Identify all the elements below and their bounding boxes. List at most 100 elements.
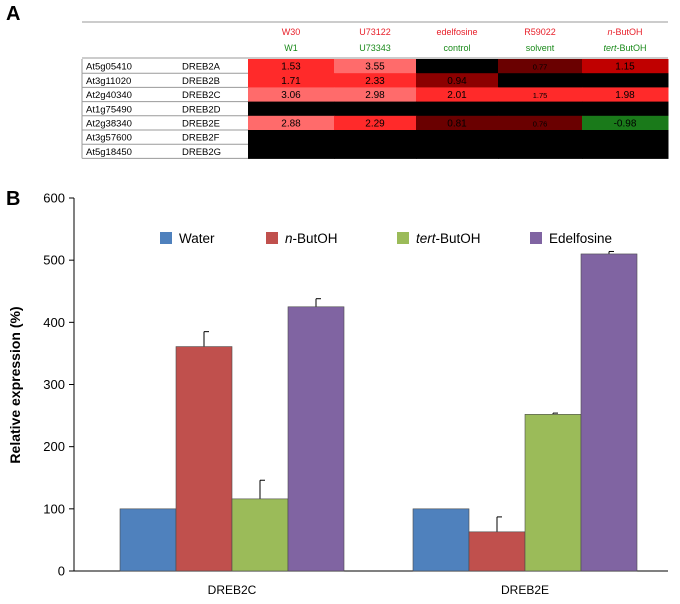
heatmap-cell	[498, 115, 583, 131]
locus-id: At1g75490	[86, 104, 132, 115]
heatmap-cell	[334, 130, 417, 145]
text-segment: -ButOH	[613, 27, 643, 37]
heatmap-cell	[498, 144, 583, 159]
heatmap-cell	[416, 59, 499, 74]
header-reference: W1	[284, 43, 298, 53]
bar-chart: Relative expression (%) 0 100 200 300 400 500…	[7, 191, 668, 597]
legend: Water n-ButOH tert-ButOH Edelfosine	[160, 231, 612, 246]
text-segment: solvent	[526, 43, 555, 53]
bar	[175, 346, 233, 572]
bar	[580, 253, 638, 572]
heatmap-cell	[416, 130, 499, 145]
gene-name: DREB2G	[182, 147, 221, 158]
bar	[468, 531, 526, 572]
heatmap-cell	[416, 101, 499, 117]
text-segment: n	[607, 27, 612, 37]
heatmap-cell	[582, 73, 669, 88]
heatmap-cell	[334, 144, 417, 159]
header-reference: U73343	[359, 43, 391, 53]
cell-value: -0.98	[614, 119, 637, 130]
heatmap-cell	[498, 130, 583, 145]
heatmap-cell	[334, 101, 417, 117]
heatmap-cell	[582, 130, 669, 145]
heatmap-cell	[334, 73, 417, 88]
heatmap-cell	[416, 115, 499, 131]
y-tick-label: 300	[43, 377, 65, 392]
heatmap-cell	[248, 115, 335, 131]
text-segment: W1	[284, 43, 298, 53]
heatmap-cell	[498, 101, 583, 117]
panel-b-letter: B	[6, 188, 20, 210]
text-segment: -ButOH	[293, 231, 338, 246]
cell-value: 0.81	[447, 119, 467, 130]
locus-id: At2g38340	[86, 119, 132, 130]
gene-name: DREB2E	[182, 119, 220, 130]
cell-value: 1.98	[615, 90, 635, 101]
y-tick-label: 600	[43, 191, 65, 206]
bar	[412, 508, 470, 572]
text-segment: U73122	[359, 27, 391, 37]
heatmap-cell	[582, 59, 669, 74]
locus-id: At5g18450	[86, 147, 132, 158]
text-segment: W30	[282, 27, 301, 37]
table-row: At5g18450 DREB2G	[81, 144, 669, 159]
heatmap-cell	[498, 87, 583, 103]
header-treatment: W30	[282, 27, 301, 37]
legend-swatch	[160, 232, 172, 244]
locus-id: At2g40340	[86, 90, 132, 101]
cell-value: 3.55	[365, 62, 385, 73]
header-treatment: n-ButOH	[607, 27, 642, 37]
heatmap-cell	[416, 87, 499, 103]
cell-value: 0.94	[447, 76, 467, 87]
heatmap-cell	[248, 73, 335, 88]
table-row: At5g05410 DREB2A 1.53 3.55 0.77 1.15	[81, 59, 669, 74]
y-tick-label: 400	[43, 315, 65, 330]
heatmap-cell	[582, 144, 669, 159]
heatmap-cell	[248, 101, 335, 117]
heatmap-cell	[416, 144, 499, 159]
legend-swatch	[266, 232, 278, 244]
header-treatment: edelfosine	[436, 27, 477, 37]
cell-value: 1.15	[615, 62, 635, 73]
cell-value: 1.75	[533, 91, 548, 100]
gene-name: DREB2D	[182, 104, 221, 115]
text-segment: n	[285, 231, 293, 246]
heatmap-cell	[416, 73, 499, 88]
locus-id: At5g05410	[86, 62, 132, 73]
header-reference: control	[443, 43, 470, 53]
table-row: At3g11020 DREB2B 1.71 2.33 0.94	[81, 73, 669, 88]
cell-value: 2.29	[365, 119, 385, 130]
cell-value: 2.01	[447, 90, 467, 101]
heatmap-cell	[582, 115, 669, 131]
heatmap-cell	[248, 130, 335, 145]
cell-value: 1.71	[281, 76, 301, 87]
text-segment: control	[443, 43, 470, 53]
panel-a-letter: A	[6, 3, 20, 25]
text-segment: Edelfosine	[549, 231, 612, 246]
cell-value: 0.76	[533, 120, 548, 129]
heatmap-cell	[498, 73, 583, 88]
cell-value: 2.33	[365, 76, 385, 87]
bar	[231, 498, 289, 572]
gene-name: DREB2C	[182, 90, 221, 101]
header-reference: solvent	[526, 43, 555, 53]
text-segment: tert	[416, 231, 437, 246]
y-tick-label: 500	[43, 253, 65, 268]
cell-value: 3.06	[281, 90, 301, 101]
text-segment: Water	[179, 231, 215, 246]
text-segment: R59022	[524, 27, 556, 37]
table-row: At2g40340 DREB2C 3.06 2.98 2.01 1.75 1.98	[81, 87, 669, 103]
legend-label: Water	[179, 231, 215, 246]
header-treatment: U73122	[359, 27, 391, 37]
heatmap-cell	[582, 101, 669, 117]
gene-name: DREB2B	[182, 76, 220, 87]
cell-value: 2.98	[365, 90, 385, 101]
locus-id: At3g57600	[86, 133, 132, 144]
y-tick-label: 0	[58, 564, 65, 579]
text-segment: -ButOH	[617, 43, 647, 53]
y-tick-label: 100	[43, 501, 65, 516]
gene-name: DREB2A	[182, 62, 221, 73]
legend-label: Edelfosine	[549, 231, 612, 246]
bar	[524, 414, 582, 572]
